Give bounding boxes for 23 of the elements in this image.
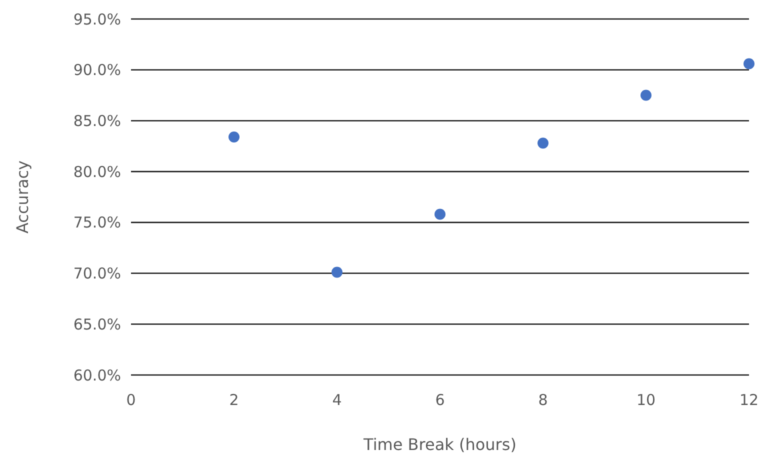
point	[434, 208, 446, 220]
x-axis-title: Time Break (hours)	[362, 435, 516, 454]
x-tick-label: 4	[332, 391, 342, 409]
y-tick-label: 95.0%	[73, 10, 121, 28]
point	[640, 90, 652, 101]
y-tick-label: 60.0%	[73, 366, 121, 384]
point	[228, 132, 240, 142]
y-tick-label: 90.0%	[73, 61, 121, 80]
x-tick-label: 2	[229, 391, 239, 409]
y-tick-label: 85.0%	[73, 112, 121, 130]
x-tick-label: 0	[126, 391, 136, 409]
y-tick-label: 80.0%	[73, 162, 121, 181]
point	[332, 266, 342, 278]
y-tick-label: 65.0%	[73, 315, 121, 334]
x-tick-label: 12	[739, 391, 759, 409]
x-tick-label: 8	[538, 391, 548, 409]
x-tick-label: 10	[636, 391, 656, 409]
point	[744, 58, 754, 70]
y-tick-label: 75.0%	[73, 214, 121, 232]
y-axis-title: Accuracy	[13, 160, 32, 234]
point	[538, 138, 548, 149]
y-tick-label: 70.0%	[73, 264, 121, 283]
x-tick-label: 6	[435, 391, 445, 409]
